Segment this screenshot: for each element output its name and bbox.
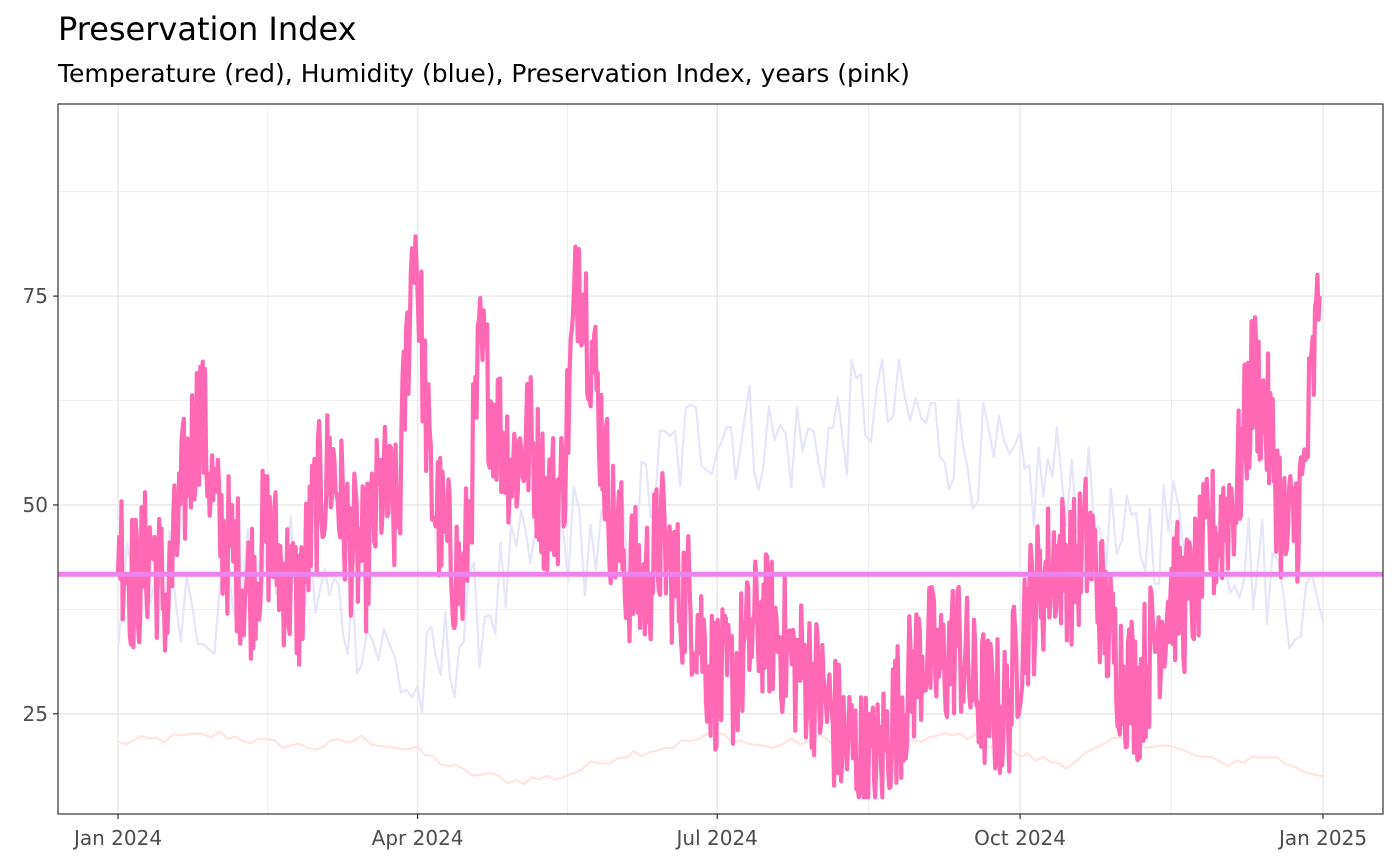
x-tick-label: Jan 2025 [1277, 826, 1367, 850]
y-axis: 25 50 75 [23, 284, 58, 726]
chart-subtitle: Temperature (red), Humidity (blue), Pres… [57, 59, 910, 88]
y-tick-label: 50 [23, 493, 48, 517]
chart-title: Preservation Index [58, 10, 357, 48]
preservation-index-series-line [115, 234, 1322, 800]
x-tick-label: Apr 2024 [372, 826, 464, 850]
x-axis: Jan 2024 Apr 2024 Jul 2024 Oct 2024 Jan 2025 [72, 814, 1367, 850]
y-tick-label: 25 [23, 702, 48, 726]
humidity-series-line [116, 358, 1325, 714]
x-tick-label: Oct 2024 [974, 826, 1066, 850]
y-tick-label: 75 [23, 284, 48, 308]
series-layer [115, 234, 1325, 800]
panel-border [57, 103, 1384, 815]
x-tick-label: Jul 2024 [675, 826, 758, 850]
x-tick-label: Jan 2024 [72, 826, 162, 850]
